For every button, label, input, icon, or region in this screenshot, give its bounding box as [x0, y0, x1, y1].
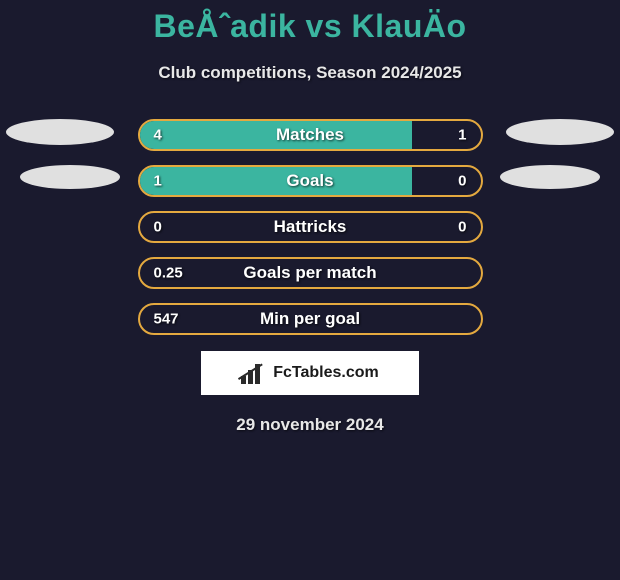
stat-value-left: 547: [154, 311, 179, 328]
stat-bar-left-fill: [140, 167, 413, 195]
stat-bar: 0 Hattricks 0: [138, 211, 483, 243]
stat-row: 1 Goals 0: [0, 165, 620, 197]
stats-area: 4 Matches 1 1 Goals 0 0 Hattricks 0 0.25 Goals per…: [0, 119, 620, 335]
stat-bar: 4 Matches 1: [138, 119, 483, 151]
stat-label: Matches: [276, 125, 344, 145]
stat-value-left: 1: [154, 173, 162, 190]
stat-label: Min per goal: [260, 309, 360, 329]
stat-value-right: 1: [458, 127, 466, 144]
stat-label: Goals: [286, 171, 333, 191]
stat-label: Hattricks: [274, 217, 347, 237]
stat-value-left: 0: [154, 219, 162, 236]
stat-value-right: 0: [458, 219, 466, 236]
stat-value-left: 4: [154, 127, 162, 144]
date-label: 29 november 2024: [0, 415, 620, 435]
stat-bar: 547 Min per goal: [138, 303, 483, 335]
stat-value-left: 0.25: [154, 265, 183, 282]
stat-bar: 1 Goals 0: [138, 165, 483, 197]
source-badge: FcTables.com: [201, 351, 419, 395]
stats-card: BeÅˆadik vs KlauÄo Club competitions, Se…: [0, 0, 620, 435]
stat-row: 0 Hattricks 0: [0, 211, 620, 243]
page-title: BeÅˆadik vs KlauÄo: [0, 8, 620, 45]
source-badge-text: FcTables.com: [273, 364, 379, 382]
chart-icon: [241, 362, 267, 384]
stat-row: 547 Min per goal: [0, 303, 620, 335]
stat-row: 0.25 Goals per match: [0, 257, 620, 289]
stat-value-right: 0: [458, 173, 466, 190]
stat-label: Goals per match: [243, 263, 376, 283]
page-subtitle: Club competitions, Season 2024/2025: [0, 63, 620, 83]
stat-row: 4 Matches 1: [0, 119, 620, 151]
stat-bar: 0.25 Goals per match: [138, 257, 483, 289]
